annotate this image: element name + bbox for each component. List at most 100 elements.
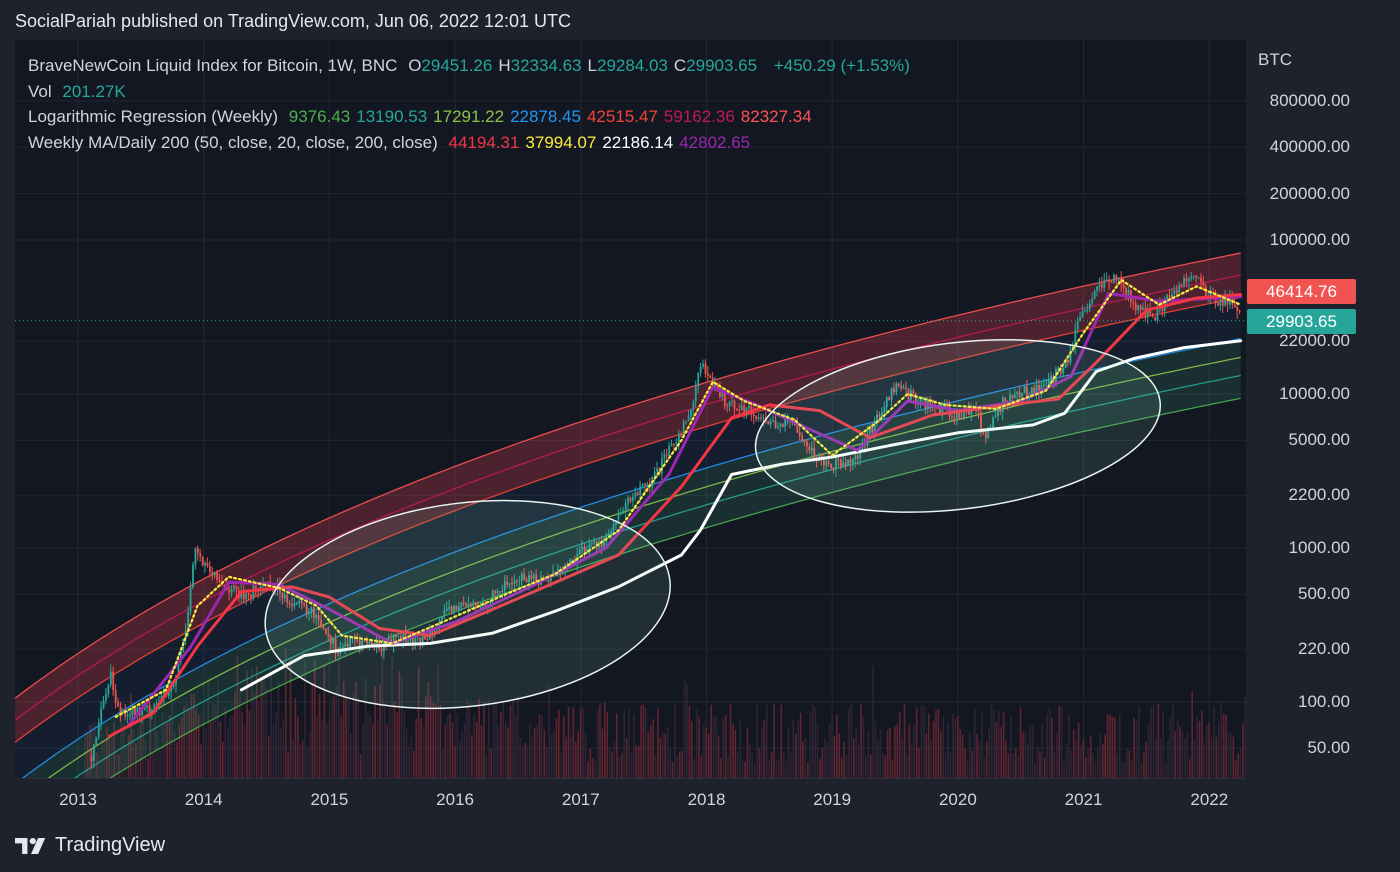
volume-bar <box>263 678 265 778</box>
volume-bar <box>891 759 894 778</box>
volume-bar <box>1118 714 1121 778</box>
volume-bar <box>224 707 227 778</box>
candle-body <box>438 620 441 628</box>
ohlc-value: 29284.03 <box>596 56 668 75</box>
volume-bar <box>461 731 463 778</box>
volume-bar <box>229 716 231 778</box>
price-axis[interactable] <box>1246 40 1400 778</box>
volume-bar <box>258 701 260 778</box>
volume-bar <box>659 738 662 778</box>
volume-bar <box>487 699 490 778</box>
legend-symbol-row[interactable]: BraveNewCoin Liquid Index for Bitcoin, 1… <box>28 53 916 79</box>
volume-bar <box>526 746 529 778</box>
price-tick-label: 100.00 <box>1298 692 1350 711</box>
volume-bar <box>323 664 326 778</box>
candle-body <box>1076 320 1079 330</box>
candle-body <box>687 416 690 421</box>
volume-bar <box>318 693 321 778</box>
candle-body <box>632 496 634 501</box>
volume-bar <box>309 731 311 778</box>
candle-body <box>893 388 895 393</box>
candle-body <box>704 363 707 374</box>
price-tick-label: 50.00 <box>1307 738 1350 758</box>
candle-body <box>455 606 458 610</box>
candle-body <box>835 458 837 469</box>
volume-bar <box>1106 713 1109 778</box>
volume-bar <box>217 681 219 778</box>
candle-body <box>511 583 513 585</box>
volume-bar <box>1087 748 1090 778</box>
ohlc-key: H <box>498 56 511 75</box>
candle-body <box>629 497 632 501</box>
volume-bar <box>715 714 717 778</box>
volume-bar <box>536 725 538 778</box>
log-regression-value: 17291.22 <box>433 107 505 126</box>
candle-body <box>506 581 509 585</box>
volume-bar <box>736 751 739 778</box>
candle-body <box>1067 359 1069 363</box>
ohlc-values: O29451.26 H32334.63 L29284.03 C29903.65 <box>408 56 763 75</box>
candle-body <box>341 646 344 648</box>
volume-bar <box>862 716 865 778</box>
volume-bar <box>570 734 572 778</box>
volume-bar <box>662 732 664 778</box>
volume-bar <box>164 723 166 778</box>
volume-bar <box>635 745 638 778</box>
candle-body <box>325 628 327 634</box>
candle-body <box>876 414 878 422</box>
candle-body <box>726 405 729 407</box>
volume-bar <box>533 727 536 778</box>
price-tag: 46414.76 <box>1247 279 1356 305</box>
candle-body <box>968 409 970 415</box>
candle-body <box>300 600 303 603</box>
volume-bar <box>338 646 340 778</box>
volume-bar <box>1162 710 1165 778</box>
volume-bar <box>226 726 229 778</box>
legend-volume-row[interactable]: Vol 201.27K <box>28 79 916 105</box>
chart-legend: BraveNewCoin Liquid Index for Bitcoin, 1… <box>28 53 916 155</box>
volume-bar <box>923 705 925 778</box>
candle-body <box>472 602 475 605</box>
volume-bar <box>654 754 657 778</box>
volume-bar <box>500 711 502 778</box>
volume-bar <box>691 720 693 778</box>
ma-50-week-line <box>107 293 1243 738</box>
candle-body <box>385 642 388 645</box>
volume-bar <box>98 751 101 778</box>
volume-bar <box>860 703 862 778</box>
volume-bar <box>151 752 154 778</box>
legend-log-regression-row[interactable]: Logarithmic Regression (Weekly) 9376.43 1… <box>28 104 916 130</box>
candle-body <box>196 548 199 554</box>
candle-body <box>728 402 731 407</box>
volume-bar <box>514 715 517 778</box>
candle-body <box>656 468 659 472</box>
volume-bar <box>816 723 819 778</box>
candle-body <box>460 602 463 607</box>
price-tick-label: 2200.00 <box>1288 485 1350 505</box>
tradingview-logo[interactable]: TradingView <box>15 834 165 857</box>
volume-bar <box>804 737 807 778</box>
candle-body <box>610 531 613 534</box>
volume-bar <box>388 705 391 778</box>
candle-body <box>665 454 668 456</box>
volume-bar <box>386 724 389 778</box>
candle-body <box>682 421 685 437</box>
volume-bar <box>703 723 705 778</box>
chart-pane[interactable] <box>15 40 1246 778</box>
year-label: 2018 <box>687 790 726 809</box>
candle-body <box>856 455 859 459</box>
candle-body <box>885 396 888 408</box>
candle-body <box>288 602 291 604</box>
volume-bar <box>297 716 299 778</box>
candle-body <box>1004 397 1007 402</box>
volume-bar <box>577 731 580 778</box>
volume-bar <box>872 665 874 778</box>
candle-body <box>1195 275 1198 278</box>
time-axis[interactable]: 2013 2014 2015 2016 2017 2018 2019 2020 2021 2022 <box>15 778 1246 819</box>
candle-body <box>450 606 453 612</box>
candle-body <box>994 416 997 418</box>
candle-body <box>1134 303 1137 310</box>
price-chart[interactable] <box>15 40 1246 778</box>
volume-bar <box>666 727 669 778</box>
legend-ma-row[interactable]: Weekly MA/Daily 200 (50, close, 20, clos… <box>28 130 916 156</box>
